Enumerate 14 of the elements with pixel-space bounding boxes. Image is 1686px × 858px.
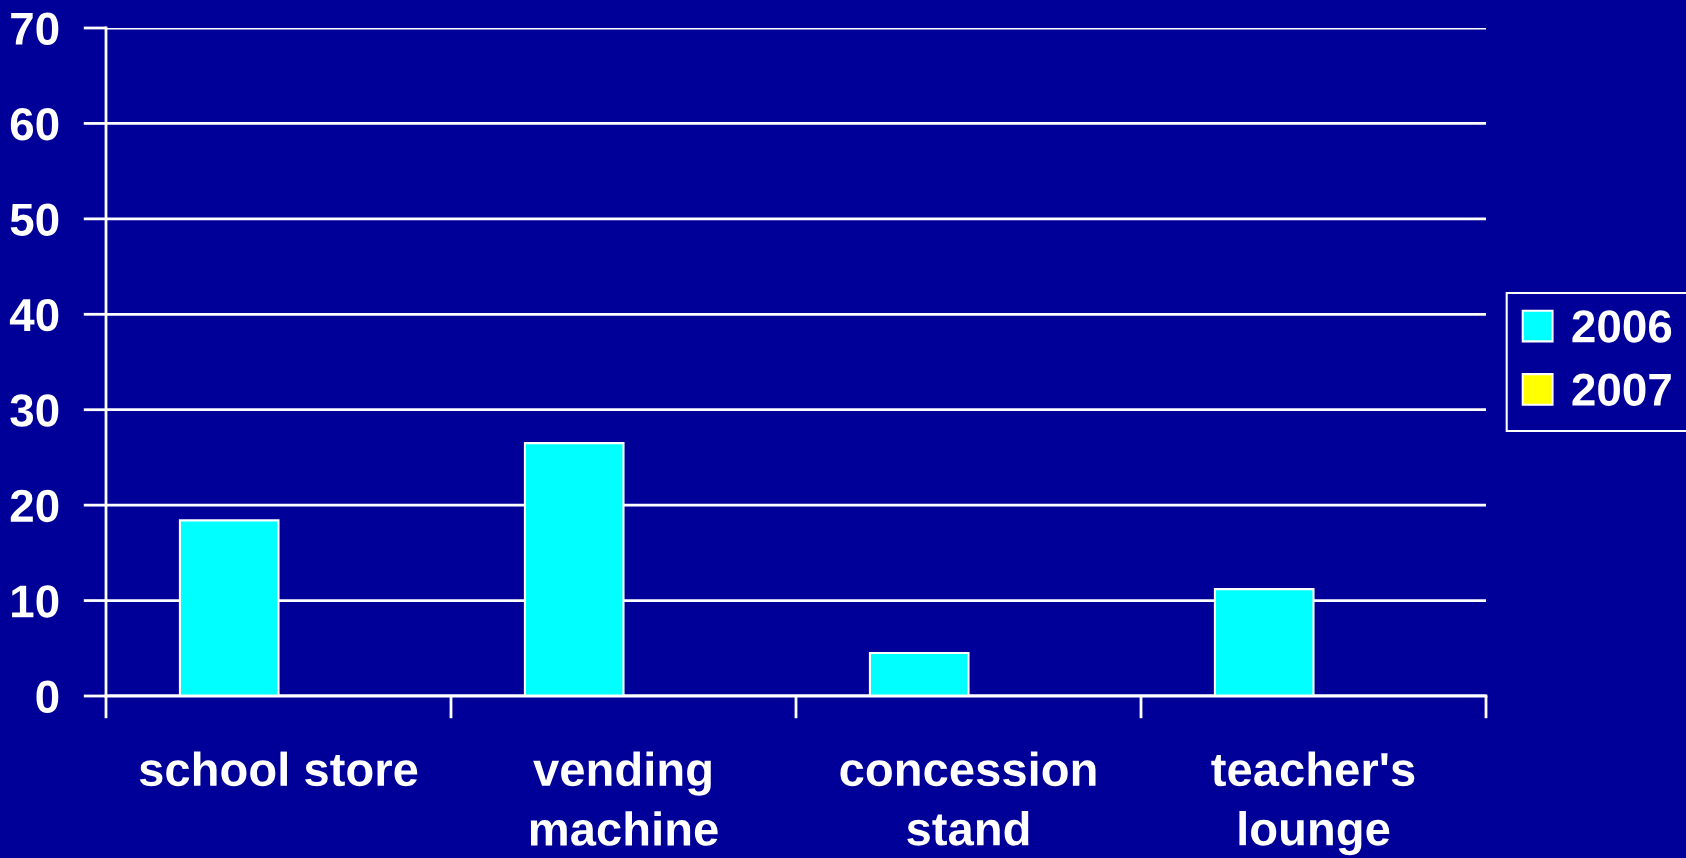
x-tick-label: teacher's lounge — [1211, 751, 1415, 856]
x-tick-label: school store — [139, 751, 418, 787]
y-tick-label: 10 — [12, 585, 59, 618]
y-tick-label: 50 — [10, 203, 59, 236]
x-tick-label: concession stand — [840, 751, 1096, 846]
legend-label: 2007 — [1572, 373, 1671, 406]
legend-label: 2006 — [1572, 310, 1672, 343]
y-tick-label: 40 — [9, 298, 59, 332]
y-tick-label: 60 — [10, 108, 59, 141]
y-tick-label: 20 — [10, 489, 59, 523]
y-tick-label: 30 — [10, 394, 59, 427]
x-tick-label: vending machine — [530, 751, 718, 846]
y-tick-label: 70 — [11, 12, 59, 46]
y-tick-label: 0 — [36, 680, 59, 714]
